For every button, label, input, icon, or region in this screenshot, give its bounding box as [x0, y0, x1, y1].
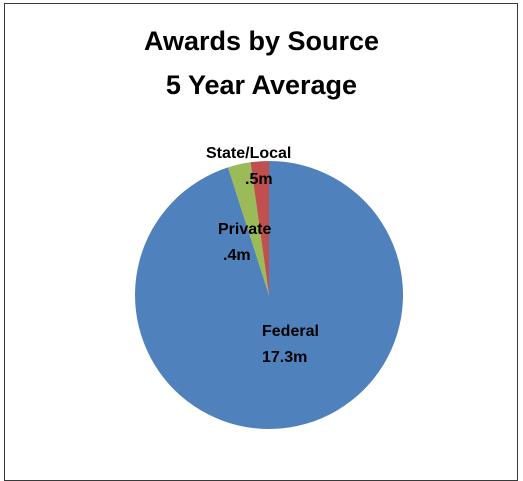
- slice-label-state-local-name: State/Local: [206, 145, 291, 162]
- pie-slice-federal: [135, 161, 403, 429]
- slice-label-federal-name: Federal: [262, 323, 319, 340]
- slice-label-federal-value: 17.3m: [262, 349, 307, 366]
- pie-slices: [135, 161, 403, 429]
- slice-label-state-local-value: .5m: [245, 171, 273, 188]
- slice-label-private-name: Private: [218, 221, 271, 238]
- slice-label-private-value: .4m: [223, 247, 251, 264]
